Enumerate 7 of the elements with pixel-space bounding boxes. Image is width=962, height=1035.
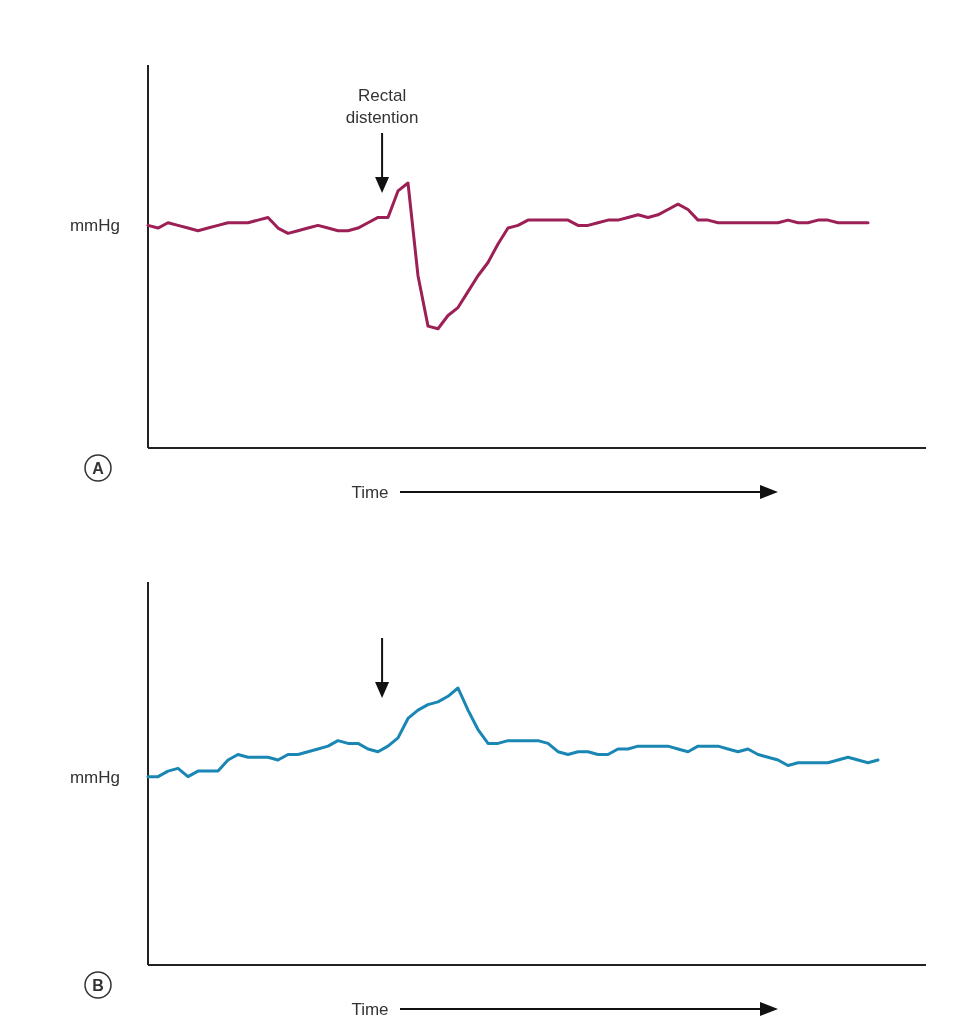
text: B xyxy=(92,977,104,994)
x-axis-title: Time xyxy=(351,483,389,502)
y-axis-title: mmHg xyxy=(69,216,120,236)
y-axis-title: mmHg xyxy=(69,767,120,787)
text: A xyxy=(92,460,105,477)
text: Rectal distention xyxy=(345,86,419,127)
x-axis-title: Time xyxy=(351,1000,389,1019)
